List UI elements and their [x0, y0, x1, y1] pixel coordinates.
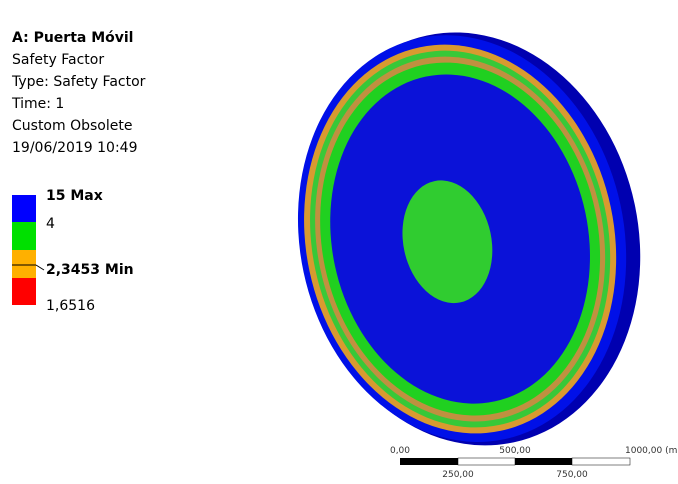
legend-label: 4 — [46, 216, 55, 232]
legend-label: 1,6516 — [46, 298, 95, 314]
scale-label: 750,00 — [556, 470, 588, 480]
disk-model — [261, 1, 678, 478]
legend-swatch — [12, 250, 36, 278]
screenshot: A: Puerta Móvil Safety Factor Type: Safet… — [0, 0, 678, 484]
min-leader — [36, 265, 44, 270]
legend-label: 2,3453 Min — [46, 262, 134, 278]
result-info: Safety Factor — [12, 52, 104, 68]
legend-swatch — [12, 195, 36, 222]
scale-label: 250,00 — [442, 470, 474, 480]
result-info: 19/06/2019 10:49 — [12, 140, 138, 156]
result-info: Time: 1 — [11, 96, 64, 112]
scale-label: 1000,00 (mm) — [625, 446, 678, 456]
legend-swatch — [12, 222, 36, 250]
result-info: Type: Safety Factor — [11, 74, 146, 90]
result-info: Custom Obsolete — [12, 118, 132, 134]
legend-label: 15 Max — [46, 188, 103, 204]
scale-label: 500,00 — [499, 446, 531, 456]
scale-bar — [400, 458, 630, 465]
scale-label: 0,00 — [390, 446, 410, 456]
result-title: A: Puerta Móvil — [12, 30, 133, 46]
legend-swatch — [12, 278, 36, 305]
